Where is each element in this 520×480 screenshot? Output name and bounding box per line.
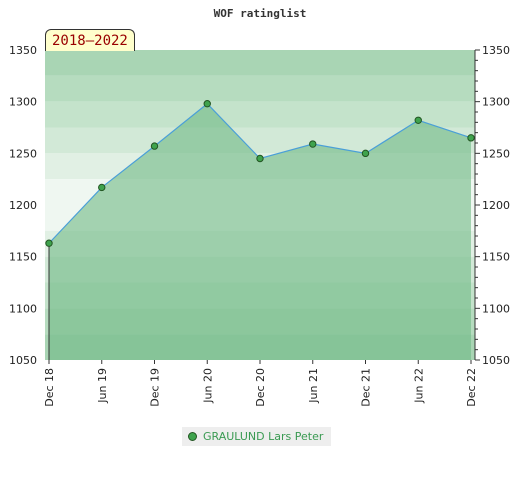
- data-point: [256, 154, 264, 163]
- x-tick-label: Jun 19: [96, 368, 109, 404]
- legend[interactable]: GRAULUND Lars Peter: [182, 427, 332, 446]
- series-area: [49, 103, 471, 360]
- data-point: [150, 142, 159, 150]
- grid-band: [45, 101, 475, 128]
- x-tick-label: Jun 22: [412, 368, 425, 404]
- legend-marker-icon: [188, 432, 197, 441]
- data-point: [45, 239, 53, 247]
- data-point: [309, 140, 317, 148]
- y-tick-label-right: 1050: [482, 354, 510, 367]
- x-tick-label: Dec 21: [360, 368, 373, 407]
- grid-band: [45, 50, 475, 76]
- y-tick-label-right: 1150: [482, 251, 510, 264]
- period-badge: 2018–2022: [45, 29, 135, 51]
- y-tick-label-left: 1250: [9, 147, 37, 160]
- chart-title: WOF ratinglist: [214, 7, 307, 20]
- y-tick-label-left: 1050: [9, 354, 37, 367]
- y-tick-label-right: 1250: [482, 147, 510, 160]
- y-tick-label-left: 1150: [9, 251, 37, 264]
- y-tick-label-left: 1200: [9, 199, 37, 212]
- y-tick-label-right: 1200: [482, 199, 510, 212]
- y-tick-label-right: 1350: [482, 44, 510, 57]
- data-point: [467, 134, 475, 142]
- legend-series-label: GRAULUND Lars Peter: [203, 430, 324, 443]
- data-point: [414, 116, 422, 124]
- data-point: [361, 149, 370, 158]
- y-tick-label-left: 1350: [9, 44, 37, 57]
- y-tick-label-right: 1100: [482, 302, 510, 315]
- data-point: [98, 183, 106, 192]
- grid-band: [45, 75, 475, 102]
- x-tick-label: Jun 21: [307, 368, 320, 404]
- x-tick-label: Jun 20: [201, 368, 214, 404]
- y-tick-label-right: 1300: [482, 96, 510, 109]
- x-tick-label: Dec 19: [149, 368, 162, 407]
- y-tick-label-left: 1300: [9, 96, 37, 109]
- y-tick-label-left: 1100: [9, 302, 37, 315]
- x-tick-label: Dec 22: [465, 368, 478, 407]
- data-point: [203, 100, 211, 108]
- x-tick-label: Dec 18: [43, 368, 56, 407]
- x-tick-label: Dec 20: [254, 368, 267, 407]
